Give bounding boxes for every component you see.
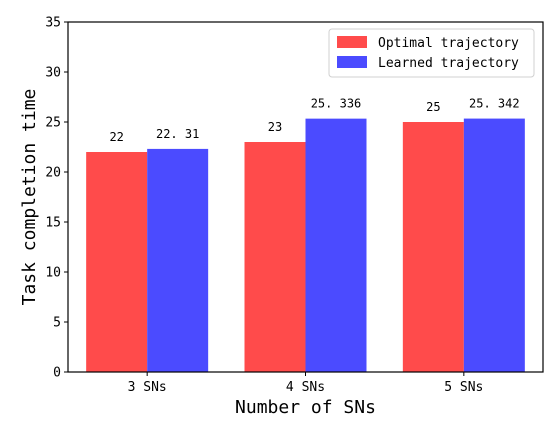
y-tick-label: 0 bbox=[53, 366, 61, 381]
y-tick-label: 30 bbox=[45, 66, 61, 81]
data-label: 25. 336 bbox=[311, 97, 362, 111]
bar bbox=[147, 148, 209, 372]
bar bbox=[463, 118, 525, 372]
y-axis: 0 5 10 15 20 25 30 35 bbox=[45, 16, 68, 381]
y-tick-label: 5 bbox=[53, 316, 61, 331]
y-tick-label: 25 bbox=[45, 116, 61, 131]
x-tick-label: 5 SNs bbox=[444, 380, 483, 395]
bars-group bbox=[86, 118, 525, 372]
y-tick-label: 10 bbox=[45, 266, 61, 281]
bar bbox=[305, 118, 367, 372]
data-label: 25. 342 bbox=[469, 97, 520, 111]
data-label: 23 bbox=[268, 120, 282, 134]
x-axis: 3 SNs 4 SNs 5 SNs bbox=[128, 372, 483, 395]
y-tick-label: 20 bbox=[45, 166, 61, 181]
y-tick-label: 35 bbox=[45, 16, 61, 31]
legend-box bbox=[328, 28, 535, 78]
data-label: 22 bbox=[109, 130, 123, 144]
data-label: 22. 31 bbox=[156, 127, 199, 141]
legend-label: Learned trajectory bbox=[378, 56, 519, 71]
data-label: 25 bbox=[426, 100, 440, 114]
data-labels-group: 22 22. 31 23 25. 336 25 25. 342 bbox=[109, 97, 519, 144]
y-tick-label: 15 bbox=[45, 216, 61, 231]
y-axis-label: Task completion time bbox=[19, 89, 40, 306]
bar bbox=[244, 142, 306, 372]
legend: Optimal trajectory Learned trajectory bbox=[328, 28, 535, 78]
x-tick-label: 3 SNs bbox=[128, 380, 167, 395]
x-tick-label: 4 SNs bbox=[286, 380, 325, 395]
x-axis-label: Number of SNs bbox=[235, 397, 376, 418]
legend-swatch bbox=[337, 36, 367, 48]
legend-label: Optimal trajectory bbox=[378, 36, 519, 51]
bar bbox=[402, 122, 464, 372]
legend-swatch bbox=[337, 56, 367, 68]
bar bbox=[86, 152, 148, 372]
